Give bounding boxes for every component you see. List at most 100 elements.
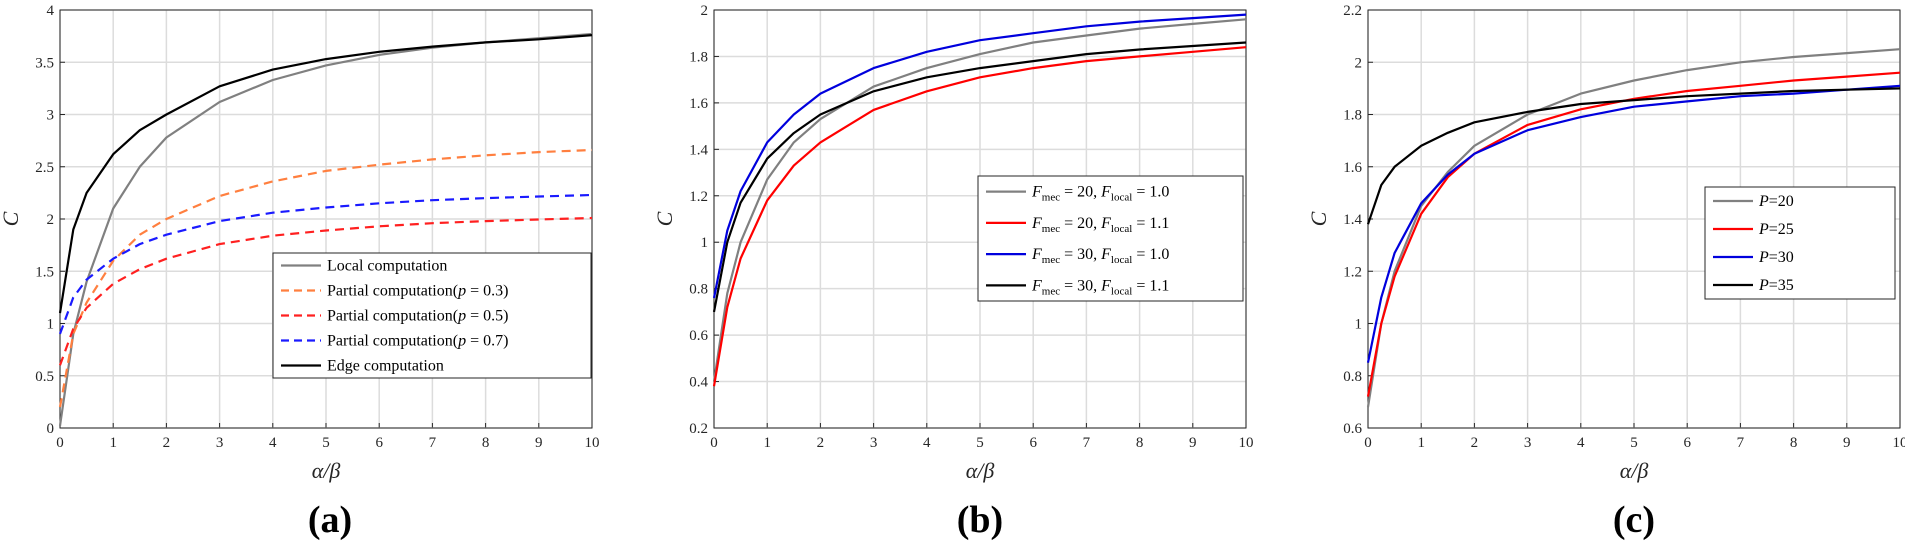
axes-frame (1367, 9, 1901, 429)
y-tick-label: 0.5 (35, 369, 54, 385)
x-tick-label: 0 (710, 435, 718, 451)
x-tick-label: 8 (1136, 435, 1144, 451)
axes-frame (713, 9, 1247, 429)
series-line-3 (712, 13, 1247, 299)
y-tick-label: 2.2 (1343, 3, 1362, 19)
x-tick-label: 1 (1417, 435, 1425, 451)
x-tick-label: 9 (535, 435, 543, 451)
legend-entry: P=25 (1758, 221, 1794, 238)
x-tick-label: 10 (1239, 435, 1254, 451)
legend-entry: Partial computation(p = 0.7) (327, 333, 508, 350)
legend-entry: P=30 (1758, 249, 1794, 266)
y-tick-label: 3 (47, 108, 55, 124)
series-line-1 (712, 18, 1247, 382)
y-tick-label: 2.5 (35, 160, 54, 176)
y-tick-label: 0.6 (1343, 421, 1362, 437)
x-tick-label: 6 (1029, 435, 1037, 451)
x-tick-label: 7 (1737, 435, 1745, 451)
y-tick-label: 2 (1355, 55, 1363, 71)
series-line-4 (712, 41, 1247, 313)
series-line-4 (58, 193, 593, 335)
x-tick-label: 5 (322, 435, 330, 451)
y-tick-label: 1.8 (1343, 108, 1362, 124)
series-line-2 (712, 46, 1247, 387)
y-tick-label: 1 (701, 235, 709, 251)
y-tick-label: 0 (47, 421, 55, 437)
x-tick-label: 2 (163, 435, 171, 451)
legend-entry: Edge computation (327, 358, 444, 375)
x-tick-label: 1 (109, 435, 117, 451)
chart-panel-1: 0 1 2 3 4 5 6 7 8 9 10 0 0.5 1 1.5 2 2.5 3 3.5 4 α/β C (a) Loca… (0, 3, 600, 541)
x-tick-label: 9 (1843, 435, 1851, 451)
y-tick-label: 1.6 (689, 96, 708, 112)
chart-panel-3: 0 1 2 3 4 5 6 7 8 9 10 0.6 0.8 1 1.2 1.4 1.6 1.8 2 2.2 α/β C (… (1306, 3, 1905, 541)
legend: P=20 P=25 P=30 P=35 (1704, 186, 1896, 300)
x-tick-label: 4 (269, 435, 277, 451)
y-tick-label: 0.8 (689, 282, 708, 298)
x-tick-label: 9 (1189, 435, 1197, 451)
series-line-4 (1366, 87, 1901, 225)
x-axis-label: α/β (1620, 458, 1649, 483)
y-axis-label: C (1306, 211, 1331, 226)
legend-entry: Partial computation(p = 0.5) (327, 308, 508, 325)
legend-box (977, 175, 1244, 302)
x-tick-label: 8 (1790, 435, 1798, 451)
panel-label: (c) (1613, 499, 1655, 541)
x-axis-label: α/β (966, 458, 995, 483)
y-tick-label: 1.2 (689, 189, 708, 205)
y-tick-label: 3.5 (35, 55, 54, 71)
legend-entry: Fmec = 20, Flocal = 1.0 (1031, 184, 1169, 204)
legend-entry: P=35 (1758, 277, 1794, 294)
series-line-1 (1366, 48, 1901, 408)
legend-entry: Partial computation(p = 0.3) (327, 283, 508, 300)
legend: Fmec = 20, Flocal = 1.0 Fmec = 20, Flocal… (977, 175, 1244, 302)
legend-entry: Fmec = 30, Flocal = 1.0 (1031, 246, 1169, 266)
series-line-5 (58, 34, 593, 314)
series-line-3 (1366, 84, 1901, 363)
x-tick-label: 6 (375, 435, 383, 451)
y-axis-label: C (0, 211, 23, 226)
x-tick-label: 4 (923, 435, 931, 451)
series-line-2 (58, 148, 593, 408)
y-tick-label: 0.8 (1343, 369, 1362, 385)
y-tick-label: 1 (47, 317, 55, 333)
x-tick-label: 3 (870, 435, 878, 451)
x-tick-label: 0 (1364, 435, 1372, 451)
y-tick-label: 1.2 (1343, 264, 1362, 280)
x-tick-label: 5 (1630, 435, 1638, 451)
x-tick-label: 4 (1577, 435, 1585, 451)
y-tick-label: 1.5 (35, 264, 54, 280)
x-tick-label: 3 (216, 435, 224, 451)
legend-entry: Fmec = 30, Flocal = 1.1 (1031, 277, 1169, 297)
legend-entry: Local computation (327, 258, 447, 275)
x-tick-label: 8 (482, 435, 490, 451)
legend-entry: P=20 (1758, 193, 1794, 210)
y-tick-label: 4 (47, 3, 55, 19)
y-tick-label: 2 (47, 212, 55, 228)
y-tick-label: 1.4 (1343, 212, 1362, 228)
panel-label: (b) (957, 499, 1003, 541)
y-tick-label: 1.4 (689, 142, 708, 158)
x-tick-label: 6 (1683, 435, 1691, 451)
series-line-3 (58, 216, 593, 366)
x-axis-label: α/β (312, 458, 341, 483)
x-tick-label: 5 (976, 435, 984, 451)
y-tick-label: 0.2 (689, 421, 708, 437)
x-tick-label: 0 (56, 435, 64, 451)
x-tick-label: 3 (1524, 435, 1532, 451)
chart-panel-2: 0 1 2 3 4 5 6 7 8 9 10 0.2 0.4 0.6 0.8 1 1.2 1.4 1.6 1.8 2 α/… (652, 3, 1254, 541)
y-tick-label: 0.6 (689, 328, 708, 344)
x-tick-label: 7 (1083, 435, 1091, 451)
legend-entry: Fmec = 20, Flocal = 1.1 (1031, 215, 1169, 235)
legend-box (1704, 186, 1896, 300)
x-tick-label: 1 (763, 435, 771, 451)
legend-box (272, 252, 592, 379)
legend: Local computation Partial computation(p =… (272, 252, 592, 379)
y-axis-label: C (652, 211, 677, 226)
y-tick-label: 1.6 (1343, 160, 1362, 176)
series-line-2 (1366, 71, 1901, 397)
x-tick-label: 10 (585, 435, 600, 451)
y-tick-label: 1.8 (689, 49, 708, 65)
x-tick-label: 2 (817, 435, 825, 451)
